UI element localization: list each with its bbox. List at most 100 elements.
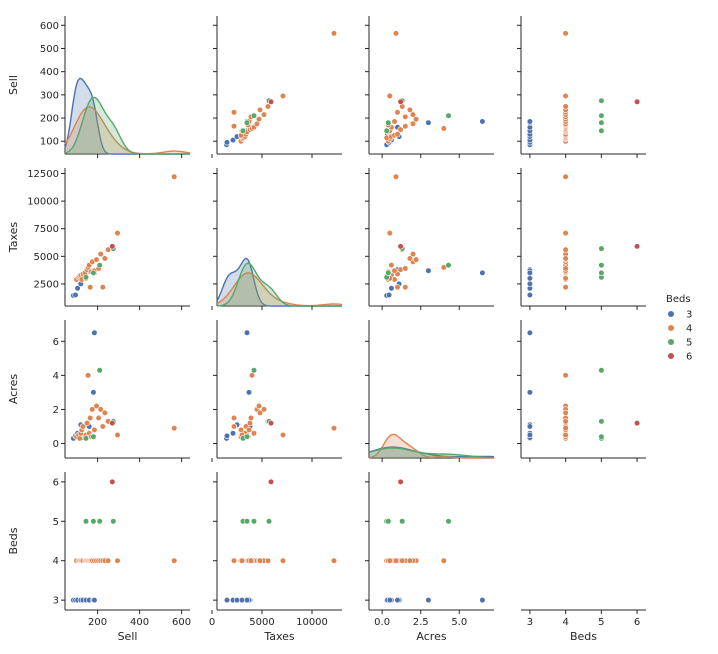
point-3 [526, 280, 534, 288]
point-26 [97, 251, 104, 258]
kde-fill-beds-3 [65, 78, 190, 154]
legend-marker-beds-4 [668, 325, 674, 331]
point-34 [250, 367, 258, 374]
point-29 [264, 557, 272, 564]
point-36 [633, 420, 641, 427]
point-14 [394, 131, 401, 138]
point-13 [237, 426, 245, 434]
legend-marker-beds-6 [668, 353, 674, 359]
point-8 [526, 269, 534, 277]
point-23 [245, 426, 253, 434]
y-tick-label: 2 [53, 405, 59, 416]
point-36 [397, 478, 404, 486]
point-6 [526, 423, 534, 430]
x-tick-label: 3 [527, 617, 533, 628]
point-33 [598, 119, 605, 126]
point-31 [171, 173, 178, 180]
kde-line-beds-5 [368, 447, 494, 459]
point-33 [90, 269, 97, 277]
kde-line-beds-5 [64, 96, 190, 155]
kde-line-beds-4 [64, 106, 191, 155]
x-tick-label: 4 [562, 617, 568, 628]
y-tick-label: 6 [53, 337, 59, 348]
point-18 [440, 125, 447, 132]
point-30 [562, 431, 569, 439]
panel-sell-vs-taxes [211, 16, 342, 158]
point-36 [267, 478, 275, 486]
point-34 [598, 262, 605, 269]
y-tick-label: 4 [53, 556, 59, 567]
point-30 [386, 230, 393, 237]
y-tick-label: 5 [53, 517, 59, 528]
point-8 [243, 596, 251, 604]
point-27 [230, 423, 238, 430]
point-20 [87, 284, 94, 291]
point-33 [90, 433, 97, 440]
point-29 [264, 103, 272, 110]
point-8 [526, 329, 534, 336]
point-1 [223, 432, 231, 440]
point-11 [76, 435, 83, 442]
panel-acres-vs-beds [517, 320, 646, 462]
pairplot-grid: 100200300400500600Sell250050007500100001… [7, 16, 646, 643]
kde-fill-beds-4 [65, 106, 190, 154]
point-7 [245, 389, 253, 396]
point-25 [562, 265, 569, 272]
point-8 [479, 596, 486, 604]
point-2 [229, 137, 237, 144]
y-tick-label: 3 [53, 596, 59, 607]
point-14 [79, 423, 86, 430]
point-34 [250, 518, 258, 525]
point-8 [91, 329, 98, 336]
y-tick-label: 5000 [34, 252, 59, 263]
point-23 [391, 118, 398, 125]
point-36 [633, 243, 641, 250]
point-32 [82, 274, 90, 281]
point-7 [526, 389, 534, 396]
point-27 [230, 557, 238, 564]
legend-items: 3 4 5 6 [668, 310, 692, 363]
point-18 [248, 372, 256, 379]
point-1 [526, 291, 534, 299]
point-5 [526, 431, 534, 439]
point-31 [171, 425, 178, 432]
legend-marker-beds-5 [668, 339, 674, 345]
y-tick-label: 2500 [34, 279, 59, 290]
point-22 [409, 120, 417, 127]
point-35 [110, 518, 117, 525]
panel-acres-vs-sell: 0 2 4 6 Acres [7, 320, 190, 462]
point-32 [82, 435, 90, 442]
point-27 [562, 284, 569, 291]
point-36 [109, 478, 116, 486]
point-28 [101, 255, 108, 262]
x-tick-label: 2.5 [413, 617, 429, 628]
point-36 [109, 420, 116, 427]
point-8 [91, 596, 98, 604]
panel-sell-vs-acres [365, 16, 494, 158]
y-tick-label: 200 [40, 114, 59, 125]
y-tick-label: 4 [53, 371, 59, 382]
y-axis-title-beds: Beds [7, 527, 20, 554]
point-26 [409, 251, 417, 258]
point-34 [445, 262, 452, 269]
x-axis-title-acres: Acres [416, 630, 446, 643]
point-33 [90, 518, 97, 525]
kde-fill-beds-4 [217, 273, 342, 306]
x-tick-label: 5 [598, 617, 604, 628]
point-28 [101, 409, 108, 417]
point-20 [230, 123, 238, 130]
panel-sell-vs-sell: 100 200 300 400 500 600 Sell [7, 16, 191, 158]
panel-taxes-vs-taxes [211, 168, 342, 310]
point-18 [440, 557, 447, 564]
point-34 [445, 518, 452, 525]
point-33 [243, 119, 251, 126]
point-8 [479, 118, 486, 125]
point-8 [479, 269, 486, 277]
point-27 [230, 109, 238, 116]
point-33 [385, 518, 392, 525]
x-tick-label: 400 [130, 617, 149, 628]
point-1 [223, 596, 231, 604]
point-29 [399, 557, 406, 564]
point-34 [96, 367, 103, 374]
point-33 [598, 269, 605, 277]
